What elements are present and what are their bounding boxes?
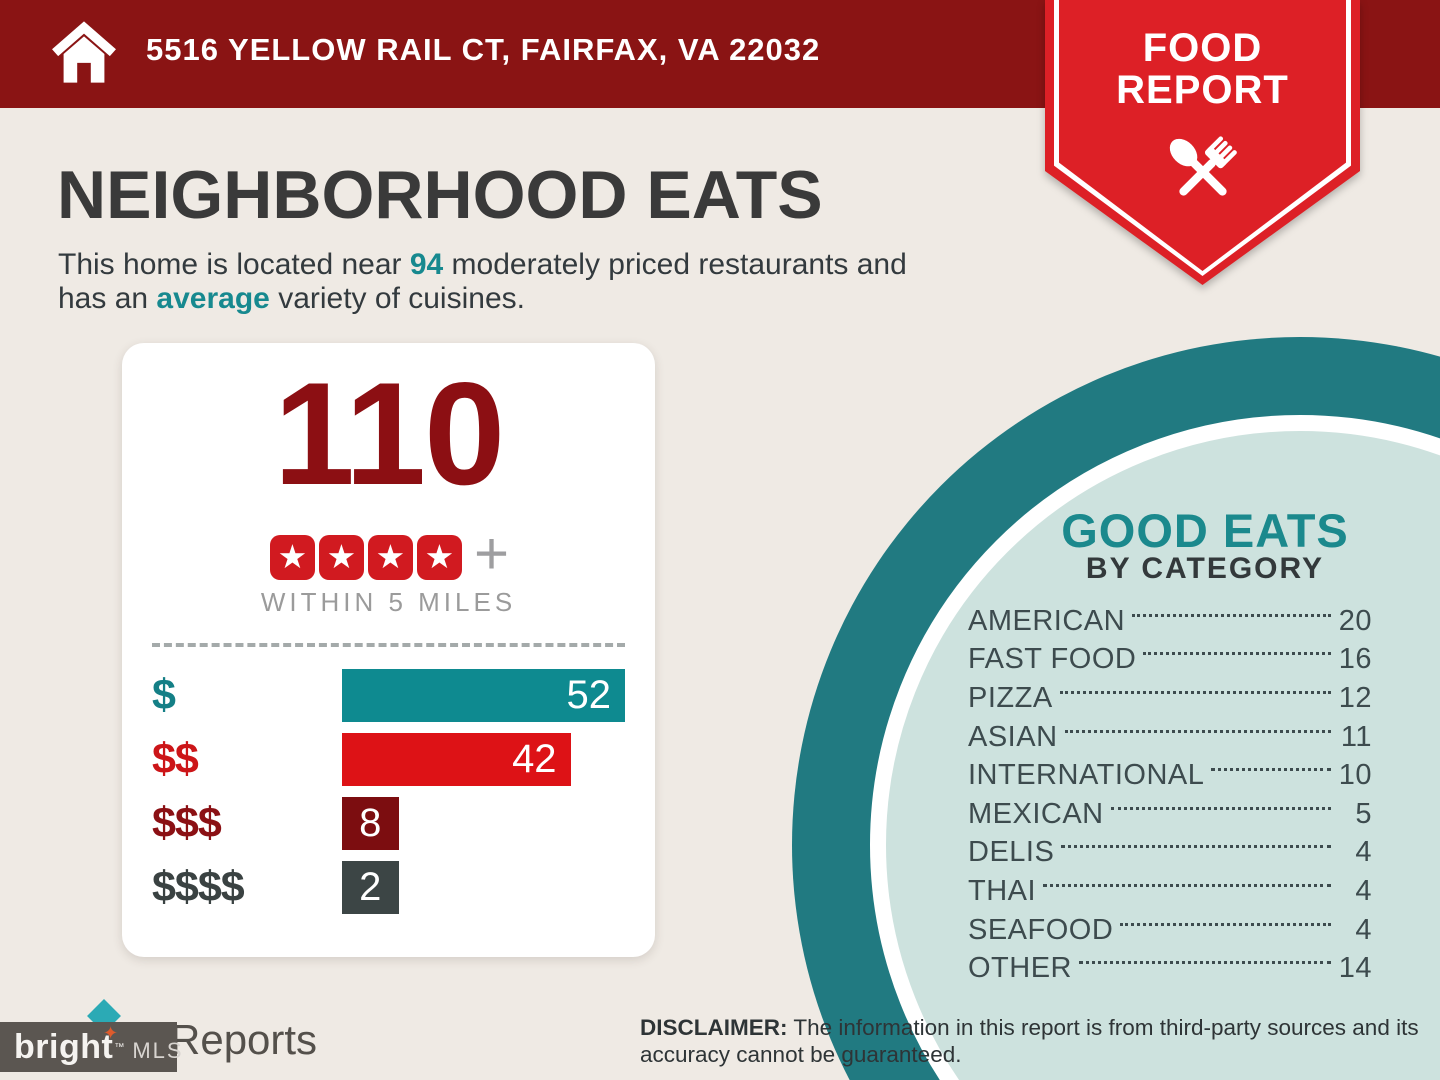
badge-title-line2: REPORT [1116, 68, 1289, 112]
category-label: FAST FOOD [968, 643, 1137, 676]
good-eats-title: GOOD EATS [1061, 504, 1349, 557]
radius-label: WITHIN 5 MILES [260, 587, 517, 617]
dotted-leader [1043, 883, 1331, 887]
category-value: 4 [1355, 874, 1372, 907]
price-bar-row: $$$$ 2 [152, 861, 625, 914]
price-bar-row: $52 [152, 669, 625, 722]
price-tier-bar: 42 [342, 733, 571, 786]
category-label: OTHER [968, 952, 1072, 985]
subtitle-mid2: has an [58, 282, 157, 315]
disclaimer-text: The information in this report is from t… [640, 1015, 1419, 1067]
dashed-divider [152, 643, 625, 647]
category-row: ASIAN 11 [968, 718, 1372, 757]
category-label: ASIAN [968, 720, 1058, 753]
dotted-leader [1120, 922, 1331, 926]
price-bar-row: $$$ 8 [152, 797, 625, 850]
trademark-symbol: ™ [114, 1041, 125, 1053]
category-row: MEXICAN 5 [968, 795, 1372, 834]
property-address: 5516 YELLOW RAIL CT, FAIRFAX, VA 22032 [146, 32, 821, 67]
price-tier-label: $$ [152, 735, 199, 783]
category-row: DELIS 4 [968, 834, 1372, 873]
category-label: AMERICAN [968, 604, 1126, 637]
dotted-leader [1061, 845, 1331, 849]
bright-star-icon: ✦ [103, 1023, 119, 1043]
rating-strip: ★ ★ ★ ★ + [122, 520, 655, 588]
disclaimer-label: DISCLAIMER: [640, 1015, 788, 1040]
bar-track: 8 [342, 797, 625, 850]
category-label: DELIS [968, 836, 1055, 869]
category-row: PIZZA 12 [968, 679, 1372, 718]
badge-title-line1: FOOD [1142, 26, 1263, 70]
page-subtitle: This home is located near 94 moderately … [58, 248, 1018, 316]
crossed-spoon-fork-icon [1169, 136, 1237, 196]
dotted-leader [1143, 652, 1331, 656]
category-value: 20 [1338, 604, 1372, 637]
category-row: SEAFOOD 4 [968, 911, 1372, 950]
category-list: AMERICAN 20 FAST FOOD 16 PIZZA 12 ASIAN 11 INTER… [968, 602, 1372, 988]
category-value: 11 [1340, 720, 1372, 753]
category-label: THAI [968, 874, 1037, 907]
home-icon [52, 21, 116, 83]
star-icon: ★ [318, 535, 364, 580]
price-tier-label: $ [152, 671, 176, 719]
star-tiles: ★ ★ ★ ★ [268, 535, 464, 580]
food-report-badge: FOOD REPORT [1045, 0, 1360, 285]
disclaimer: DISCLAIMER: The information in this repo… [640, 1014, 1440, 1068]
category-row: AMERICAN 20 [968, 602, 1372, 641]
bar-track: 42 [342, 733, 625, 786]
dotted-leader [1059, 690, 1331, 694]
category-row: FAST FOOD 16 [968, 641, 1372, 680]
price-tier-label: $$$ [152, 799, 222, 847]
subtitle-pre: This home is located near [58, 248, 410, 281]
star-icon: ★ [367, 535, 413, 580]
category-row: INTERNATIONAL 10 [968, 756, 1372, 795]
dotted-leader [1079, 961, 1331, 965]
subtitle-post: variety of cuisines. [269, 282, 525, 315]
category-label: MEXICAN [968, 797, 1104, 830]
category-value: 12 [1338, 681, 1372, 714]
dotted-leader [1064, 729, 1331, 733]
price-tier-label: $$$$ [152, 863, 245, 911]
star-icon: ★ [269, 535, 315, 580]
page-title: NEIGHBORHOOD EATS [57, 157, 823, 233]
restaurant-summary-card: 110 ★ ★ ★ ★ + WITHIN 5 MILES $52 $$ 42 $$$ 8 $$$… [122, 343, 655, 957]
price-tier-bar: 52 [342, 669, 625, 722]
category-label: INTERNATIONAL [968, 759, 1205, 792]
price-tier-bar: 2 [342, 861, 399, 914]
variety-highlight: average [156, 282, 270, 315]
category-value: 4 [1355, 913, 1372, 946]
category-row: OTHER 14 [968, 949, 1372, 988]
total-restaurants-value: 110 [273, 352, 506, 515]
reports-wordmark: Reports [170, 1016, 318, 1063]
dotted-leader [1211, 768, 1331, 772]
restaurant-count: 94 [409, 248, 444, 281]
dotted-leader [1132, 613, 1331, 617]
price-bar-rows: $52 $$ 42 $$$ 8 $$$$ 2 [152, 669, 625, 925]
category-label: PIZZA [968, 681, 1053, 714]
good-eats-subtitle: BY CATEGORY [1085, 552, 1325, 585]
bar-track: 52 [342, 669, 625, 722]
subtitle-mid1: moderately priced restaurants and [443, 248, 907, 281]
mls-wordmark: MLS [132, 1038, 184, 1063]
category-value: 10 [1338, 759, 1372, 792]
category-row: THAI 4 [968, 872, 1372, 911]
bright-mls-watermark: bright ™ MLS ✦ [0, 1022, 182, 1072]
bar-track: 2 [342, 861, 625, 914]
star-icon: ★ [416, 535, 462, 580]
category-value: 4 [1355, 836, 1372, 869]
bright-wordmark: bright [14, 1027, 114, 1066]
category-label: SEAFOOD [968, 913, 1114, 946]
category-value: 5 [1355, 797, 1372, 830]
category-value: 16 [1338, 643, 1372, 676]
category-value: 14 [1338, 952, 1372, 985]
price-tier-bar: 8 [342, 797, 399, 850]
dotted-leader [1110, 806, 1331, 810]
price-bar-row: $$ 42 [152, 733, 625, 786]
plus-icon: + [473, 520, 510, 587]
